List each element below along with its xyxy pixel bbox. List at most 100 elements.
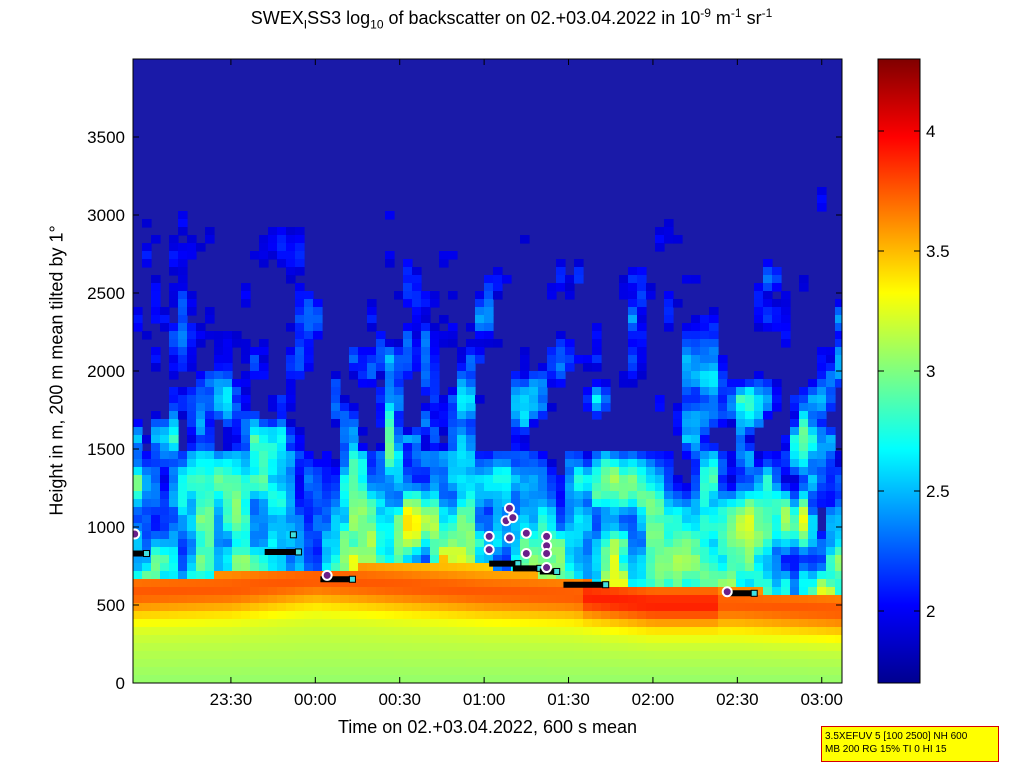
heatmap-cell bbox=[133, 563, 143, 572]
heatmap-cell bbox=[574, 451, 584, 460]
heatmap-cell bbox=[169, 395, 179, 404]
heatmap-cell bbox=[259, 491, 269, 500]
heatmap-cell bbox=[160, 443, 170, 452]
heatmap-cell bbox=[331, 627, 341, 636]
heatmap-cell bbox=[637, 547, 647, 556]
heatmap-cell bbox=[196, 427, 206, 436]
heatmap-cell bbox=[223, 571, 233, 580]
heatmap-cell bbox=[592, 475, 602, 484]
heatmap-cell bbox=[358, 523, 368, 532]
heatmap-cell bbox=[223, 387, 233, 396]
heatmap-cell bbox=[403, 331, 413, 340]
heatmap-cell bbox=[583, 611, 593, 620]
heatmap-cell bbox=[448, 611, 458, 620]
heatmap-cell bbox=[808, 635, 818, 644]
heatmap-cell bbox=[781, 587, 791, 596]
heatmap-cell bbox=[781, 611, 791, 620]
heatmap-cell bbox=[214, 523, 224, 532]
heatmap-cell bbox=[322, 451, 332, 460]
heatmap-cell bbox=[718, 611, 728, 620]
heatmap-cell bbox=[538, 627, 548, 636]
heatmap-cell bbox=[763, 627, 773, 636]
heatmap-cell bbox=[718, 659, 728, 668]
heatmap-cell bbox=[628, 651, 638, 660]
heatmap-cell bbox=[610, 515, 620, 524]
heatmap-cell bbox=[448, 595, 458, 604]
heatmap-cell bbox=[781, 547, 791, 556]
heatmap-cell bbox=[205, 459, 215, 468]
heatmap-cell bbox=[439, 339, 449, 348]
heatmap-cell bbox=[349, 595, 359, 604]
heatmap-cell bbox=[223, 467, 233, 476]
heatmap-cell bbox=[439, 315, 449, 324]
heatmap-cell bbox=[439, 643, 449, 652]
heatmap-cell bbox=[286, 323, 296, 332]
heatmap-cell bbox=[439, 667, 449, 676]
heatmap-cell bbox=[340, 499, 350, 508]
heatmap-cell bbox=[547, 379, 557, 388]
heatmap-cell bbox=[475, 555, 485, 564]
heatmap-cell bbox=[835, 515, 842, 524]
heatmap-cell bbox=[754, 515, 764, 524]
heatmap-cell bbox=[466, 363, 476, 372]
heatmap-cell bbox=[187, 659, 197, 668]
heatmap-cell bbox=[763, 515, 773, 524]
heatmap-cell bbox=[268, 563, 278, 572]
heatmap-cell bbox=[403, 259, 413, 268]
heatmap-cell bbox=[673, 515, 683, 524]
heatmap-cell bbox=[196, 387, 206, 396]
heatmap-cell bbox=[187, 331, 197, 340]
heatmap-cell bbox=[817, 475, 827, 484]
heatmap-cell bbox=[799, 579, 809, 588]
heatmap-cell bbox=[322, 539, 332, 548]
heatmap-cell bbox=[340, 491, 350, 500]
heatmap-cell bbox=[592, 563, 602, 572]
heatmap-cell bbox=[808, 499, 818, 508]
heatmap-cell bbox=[241, 451, 251, 460]
heatmap-cell bbox=[205, 227, 215, 236]
heatmap-cell bbox=[151, 443, 161, 452]
heatmap-cell bbox=[682, 667, 692, 676]
heatmap-cell bbox=[232, 651, 242, 660]
heatmap-cell bbox=[637, 339, 647, 348]
heatmap-cell bbox=[466, 427, 476, 436]
heatmap-cell bbox=[727, 507, 737, 516]
heatmap-cell bbox=[412, 659, 422, 668]
heatmap-cell bbox=[214, 467, 224, 476]
heatmap-cell bbox=[673, 627, 683, 636]
heatmap-cell bbox=[286, 419, 296, 428]
heatmap-cell bbox=[286, 363, 296, 372]
heatmap-cell bbox=[430, 387, 440, 396]
heatmap-cell bbox=[601, 627, 611, 636]
heatmap-cell bbox=[475, 571, 485, 580]
heatmap-cell bbox=[178, 507, 188, 516]
heatmap-cell bbox=[142, 579, 152, 588]
heatmap-cell bbox=[151, 595, 161, 604]
heatmap-cell bbox=[241, 443, 251, 452]
heatmap-cell bbox=[637, 323, 647, 332]
heatmap-cell bbox=[169, 571, 179, 580]
heatmap-cell bbox=[610, 659, 620, 668]
heatmap-cell bbox=[592, 515, 602, 524]
heatmap-cell bbox=[718, 539, 728, 548]
heatmap-cell bbox=[700, 547, 710, 556]
heatmap-cell bbox=[367, 451, 377, 460]
heatmap-cell bbox=[250, 555, 260, 564]
heatmap-cell bbox=[700, 451, 710, 460]
heatmap-cell bbox=[538, 659, 548, 668]
heatmap-cell bbox=[340, 675, 350, 683]
heatmap-cell bbox=[403, 483, 413, 492]
heatmap-cell bbox=[160, 619, 170, 628]
heatmap-cell bbox=[187, 251, 197, 260]
heatmap-cell bbox=[745, 579, 755, 588]
heatmap-cell bbox=[556, 531, 566, 540]
heatmap-cell bbox=[259, 347, 269, 356]
heatmap-cell bbox=[727, 675, 737, 683]
heatmap-cell bbox=[340, 395, 350, 404]
heatmap-cell bbox=[682, 555, 692, 564]
heatmap-cell bbox=[232, 603, 242, 612]
heatmap-cell bbox=[484, 523, 494, 532]
heatmap-cell bbox=[268, 595, 278, 604]
heatmap-cell bbox=[529, 379, 539, 388]
heatmap-cell bbox=[529, 635, 539, 644]
